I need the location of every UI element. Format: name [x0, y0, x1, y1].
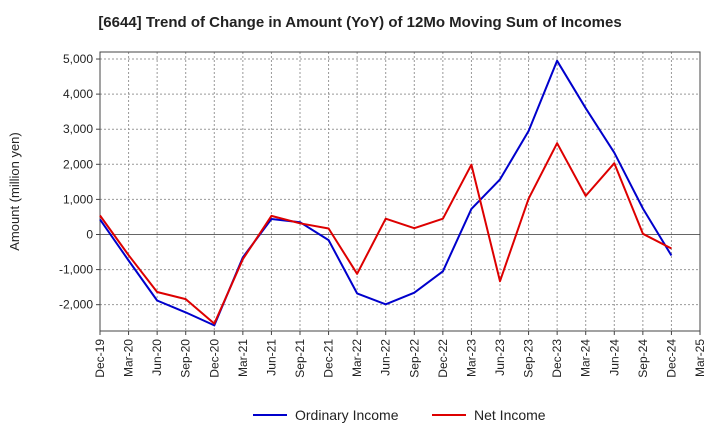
- x-tick-label: Dec-21: [322, 339, 336, 378]
- x-tick-label: Jun-21: [264, 339, 278, 376]
- x-tick-label: Dec-23: [550, 339, 564, 378]
- x-tick-label: Mar-21: [236, 339, 250, 377]
- series-line-ordinary-income: [99, 59, 673, 327]
- plot-frame: [99, 51, 701, 332]
- x-tick-label: Jun-20: [150, 339, 164, 376]
- x-tick-label: Sep-21: [293, 339, 307, 378]
- x-tick-label: Sep-23: [522, 339, 536, 378]
- chart-title: [6644] Trend of Change in Amount (YoY) o…: [98, 14, 622, 31]
- x-tick-label: Mar-22: [350, 339, 364, 377]
- x-tick-label: Jun-24: [607, 339, 621, 376]
- x-tick-label: Mar-23: [464, 339, 478, 377]
- x-tick-label: Sep-24: [636, 339, 650, 378]
- y-tick-label: 3,000: [63, 122, 93, 136]
- x-tick-label: Sep-22: [407, 339, 421, 378]
- x-tick-label: Jun-23: [493, 339, 507, 376]
- y-tick-label: 5,000: [63, 52, 93, 66]
- y-axis-label: Amount (million yen): [7, 132, 22, 251]
- x-tick-label: Dec-19: [93, 339, 107, 378]
- x-tick-label: Dec-20: [207, 339, 221, 378]
- x-tick-label: Mar-25: [693, 339, 707, 377]
- y-tick-label: 1,000: [63, 192, 93, 206]
- x-tick-label: Sep-20: [179, 339, 193, 378]
- x-tick-label: Dec-22: [436, 339, 450, 378]
- y-tick-label: 4,000: [63, 87, 93, 101]
- x-tick-label: Mar-20: [122, 339, 136, 377]
- y-tick-label: -2,000: [59, 298, 93, 312]
- series-line-net-income: [99, 142, 672, 325]
- y-tick-label: 2,000: [63, 157, 93, 171]
- legend-label: Net Income: [474, 407, 546, 423]
- x-tick-label: Mar-24: [579, 339, 593, 377]
- x-tick-label: Dec-24: [664, 339, 678, 378]
- y-tick-label: -1,000: [59, 263, 93, 277]
- y-tick-label: 0: [86, 227, 93, 241]
- x-tick-label: Jun-22: [379, 339, 393, 376]
- legend-label: Ordinary Income: [295, 407, 399, 423]
